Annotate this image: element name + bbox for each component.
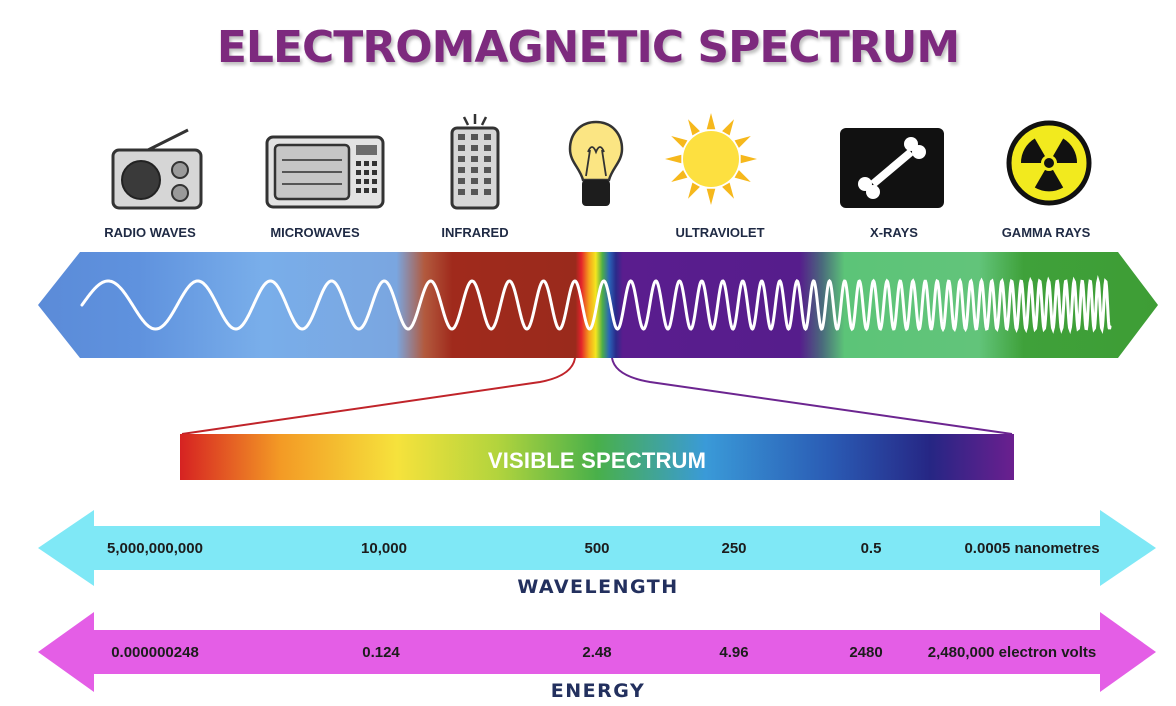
wavelength-tick: 500 [584, 540, 610, 557]
radio-icon [111, 128, 203, 210]
energy-tick: 2480 [849, 644, 883, 661]
energy-tick: 0.124 [362, 644, 400, 661]
wavelength-arrow [38, 510, 1156, 586]
visible-spectrum-bar [180, 434, 1014, 480]
xray-bone-icon [840, 128, 944, 208]
wavelength-tick: 0.0005 nanometres [964, 540, 1100, 557]
wavelength-tick: 250 [721, 540, 747, 557]
energy-title: ENERGY [550, 680, 646, 702]
wavelength-tick: 10,000 [361, 540, 407, 557]
wavelength-title: WAVELENGTH [517, 576, 679, 598]
wavelength-tick: 0.5 [860, 540, 882, 557]
band-label-infrared: INFRARED [441, 225, 509, 240]
visible-connector-left [181, 357, 576, 435]
wavelength-tick: 5,000,000,000 [107, 540, 203, 557]
band-label-x-rays: X-RAYS [870, 225, 918, 240]
spectrum-wave [80, 275, 1112, 335]
band-label-gamma-rays: GAMMA RAYS [1001, 225, 1091, 240]
energy-tick: 2,480,000 electron volts [927, 644, 1097, 661]
band-label-microwaves: MICROWAVES [270, 225, 360, 240]
visible-spectrum-label: VISIBLE SPECTRUM [487, 448, 707, 473]
remote-control-icon [450, 114, 500, 210]
energy-tick: 2.48 [582, 644, 612, 661]
visible-connector-right [611, 357, 1013, 435]
band-label-ultraviolet: ULTRAVIOLET [675, 225, 765, 240]
radiation-icon [1006, 120, 1092, 206]
light-bulb-icon [568, 120, 624, 206]
page-title: ELECTROMAGNETIC SPECTRUM [216, 22, 960, 73]
energy-tick: 4.96 [719, 644, 749, 661]
energy-tick: 0.000000248 [111, 644, 199, 661]
sun-icon [665, 113, 757, 205]
band-label-radio-waves: RADIO WAVES [104, 225, 196, 240]
microwave-oven-icon [265, 135, 385, 209]
energy-arrow [38, 612, 1156, 692]
